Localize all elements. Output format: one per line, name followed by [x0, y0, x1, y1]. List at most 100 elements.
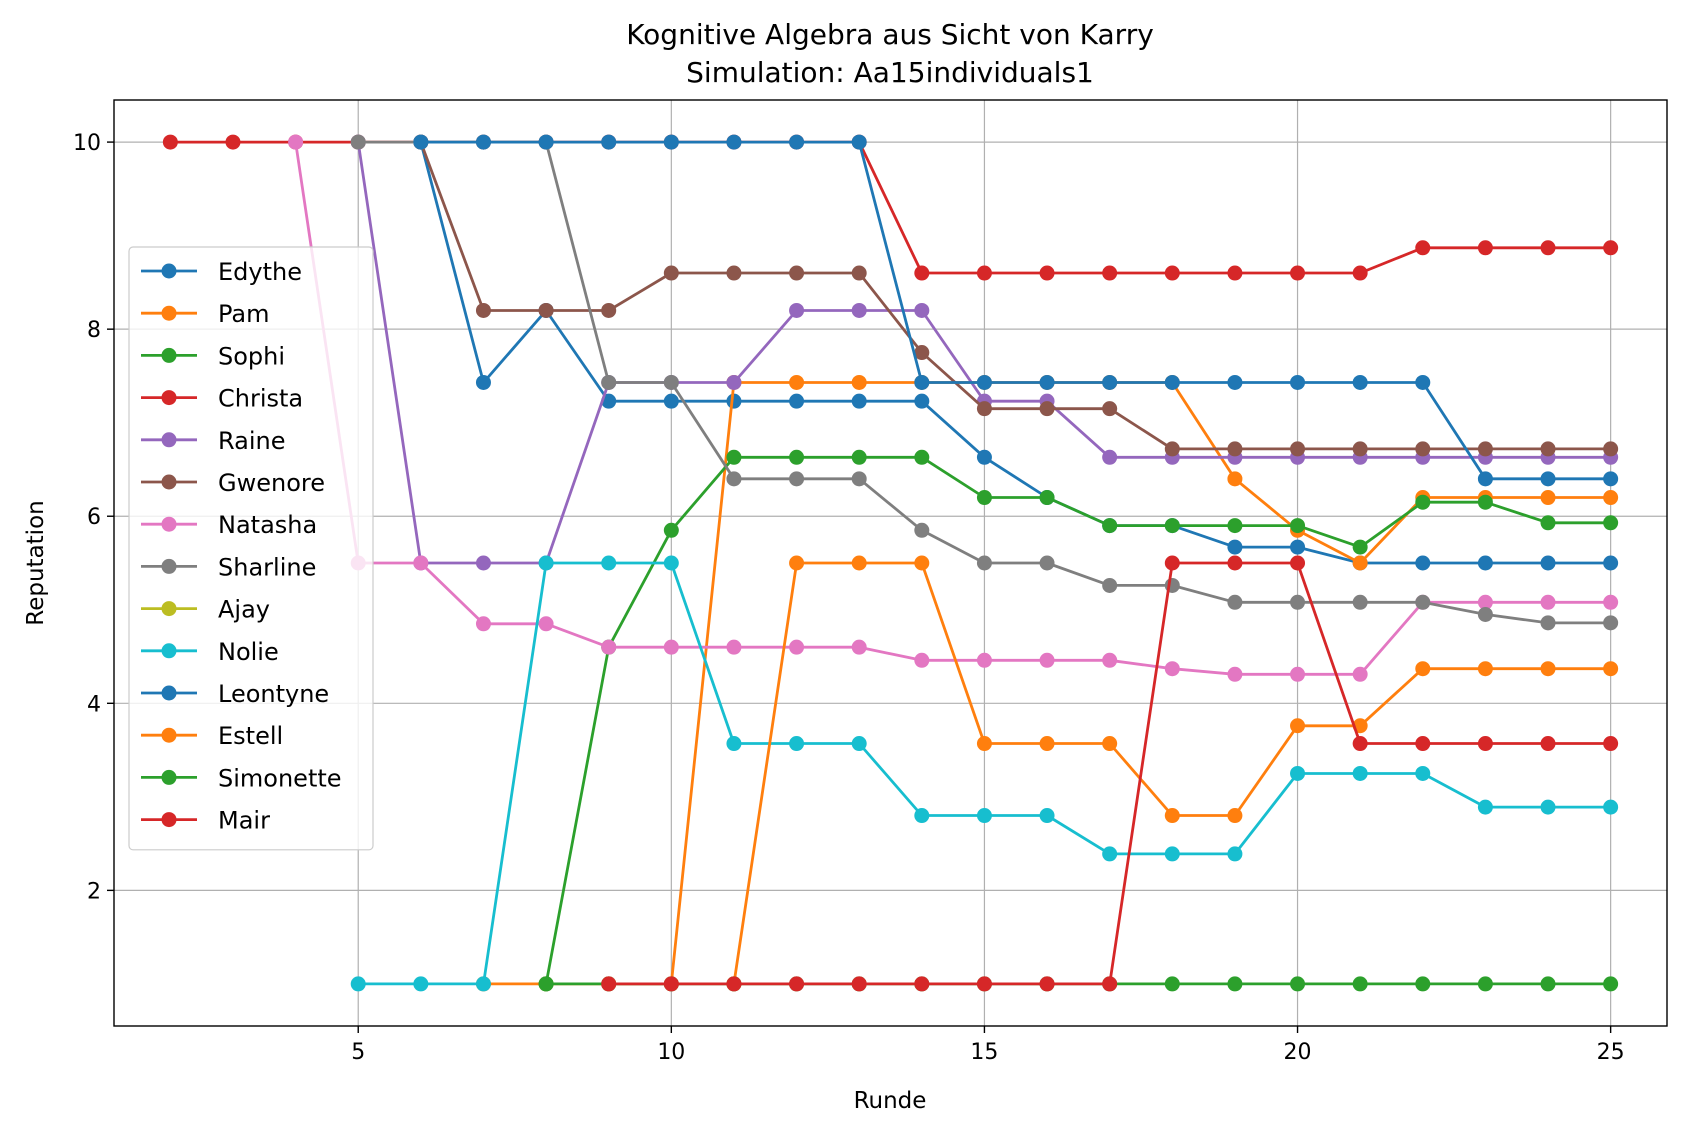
- legend-marker: [161, 305, 177, 321]
- data-point: [1603, 441, 1619, 457]
- series-gwenore: [413, 134, 1619, 457]
- series-line: [419, 141, 1611, 451]
- data-point: [851, 976, 867, 992]
- series-line: [294, 141, 1611, 676]
- data-point: [1477, 606, 1493, 622]
- data-point: [1352, 594, 1368, 610]
- data-point: [789, 555, 805, 571]
- legend-item: Nolie: [141, 638, 279, 666]
- data-point: [851, 449, 867, 465]
- legend-label: Nolie: [218, 638, 279, 666]
- legend-label: Pam: [218, 300, 269, 328]
- data-point: [726, 265, 742, 281]
- legend-marker: [161, 263, 177, 279]
- data-point: [1102, 577, 1118, 593]
- data-point: [726, 134, 742, 150]
- data-point: [1102, 736, 1118, 752]
- data-point: [1164, 976, 1180, 992]
- data-point: [1477, 471, 1493, 487]
- data-point: [1290, 765, 1306, 781]
- data-point: [726, 449, 742, 465]
- legend-item: Raine: [141, 427, 286, 455]
- data-point: [789, 265, 805, 281]
- legend-label: Sophi: [218, 342, 285, 370]
- data-point: [1352, 441, 1368, 457]
- data-point: [288, 134, 304, 150]
- data-point: [851, 639, 867, 655]
- x-tick-label: 10: [657, 1040, 685, 1065]
- data-point: [1039, 976, 1055, 992]
- legend-marker: [161, 727, 177, 743]
- data-point: [789, 393, 805, 409]
- data-point: [225, 134, 241, 150]
- data-point: [1477, 494, 1493, 510]
- data-point: [538, 302, 554, 318]
- data-point: [1477, 555, 1493, 571]
- legend-box: [128, 246, 374, 851]
- data-point: [1603, 515, 1619, 531]
- data-point: [1477, 661, 1493, 677]
- legend-item: Mair: [141, 807, 270, 835]
- data-point: [726, 393, 742, 409]
- legend-marker: [161, 432, 177, 448]
- data-point: [1102, 449, 1118, 465]
- data-point: [1352, 539, 1368, 555]
- data-point: [1227, 539, 1243, 555]
- data-point: [1540, 799, 1556, 815]
- data-point: [1227, 666, 1243, 682]
- data-point: [789, 976, 805, 992]
- data-point: [1164, 265, 1180, 281]
- axis-ticks: 5 10 15 20 25 2 4 6 8 10: [73, 131, 1625, 1065]
- series-nolie: [350, 555, 1619, 992]
- data-point: [1477, 976, 1493, 992]
- data-point: [851, 265, 867, 281]
- data-point: [663, 976, 679, 992]
- data-point: [1164, 441, 1180, 457]
- chart-title: Kognitive Algebra aus Sicht von Karry: [626, 18, 1154, 51]
- data-point: [1603, 240, 1619, 256]
- legend: Edythe Pam Sophi Christa Raine Gwenore Natasha…: [128, 246, 374, 851]
- data-point: [475, 555, 491, 571]
- legend-label: Christa: [218, 385, 303, 413]
- data-point: [1352, 736, 1368, 752]
- legend-item: Leontyne: [141, 680, 329, 708]
- data-point: [1039, 265, 1055, 281]
- data-point: [1164, 374, 1180, 390]
- series-leontyne: [413, 134, 1619, 487]
- data-point: [914, 302, 930, 318]
- data-point: [1227, 976, 1243, 992]
- data-point: [1227, 555, 1243, 571]
- x-tick-label: 5: [351, 1040, 365, 1065]
- series-estell: [726, 555, 1619, 992]
- legend-label: Gwenore: [218, 469, 325, 497]
- data-point: [601, 134, 617, 150]
- data-point: [1540, 736, 1556, 752]
- data-point: [538, 134, 554, 150]
- data-point: [1415, 240, 1431, 256]
- data-point: [1603, 471, 1619, 487]
- data-point: [789, 302, 805, 318]
- legend-item: Gwenore: [141, 469, 325, 497]
- data-point: [1290, 666, 1306, 682]
- data-point: [789, 639, 805, 655]
- data-point: [413, 976, 429, 992]
- series-line: [419, 141, 1611, 565]
- data-point: [1352, 374, 1368, 390]
- series-line: [544, 455, 1611, 985]
- data-point: [976, 652, 992, 668]
- data-point: [1352, 265, 1368, 281]
- data-point: [1102, 374, 1118, 390]
- data-point: [1603, 976, 1619, 992]
- data-point: [851, 555, 867, 571]
- data-point: [350, 976, 366, 992]
- data-point: [789, 134, 805, 150]
- data-point: [162, 134, 178, 150]
- legend-label: Mair: [218, 807, 270, 835]
- data-point: [475, 374, 491, 390]
- data-point: [1540, 515, 1556, 531]
- data-point: [1290, 374, 1306, 390]
- data-point: [1477, 799, 1493, 815]
- data-point: [663, 265, 679, 281]
- data-point: [475, 302, 491, 318]
- data-point: [1540, 976, 1556, 992]
